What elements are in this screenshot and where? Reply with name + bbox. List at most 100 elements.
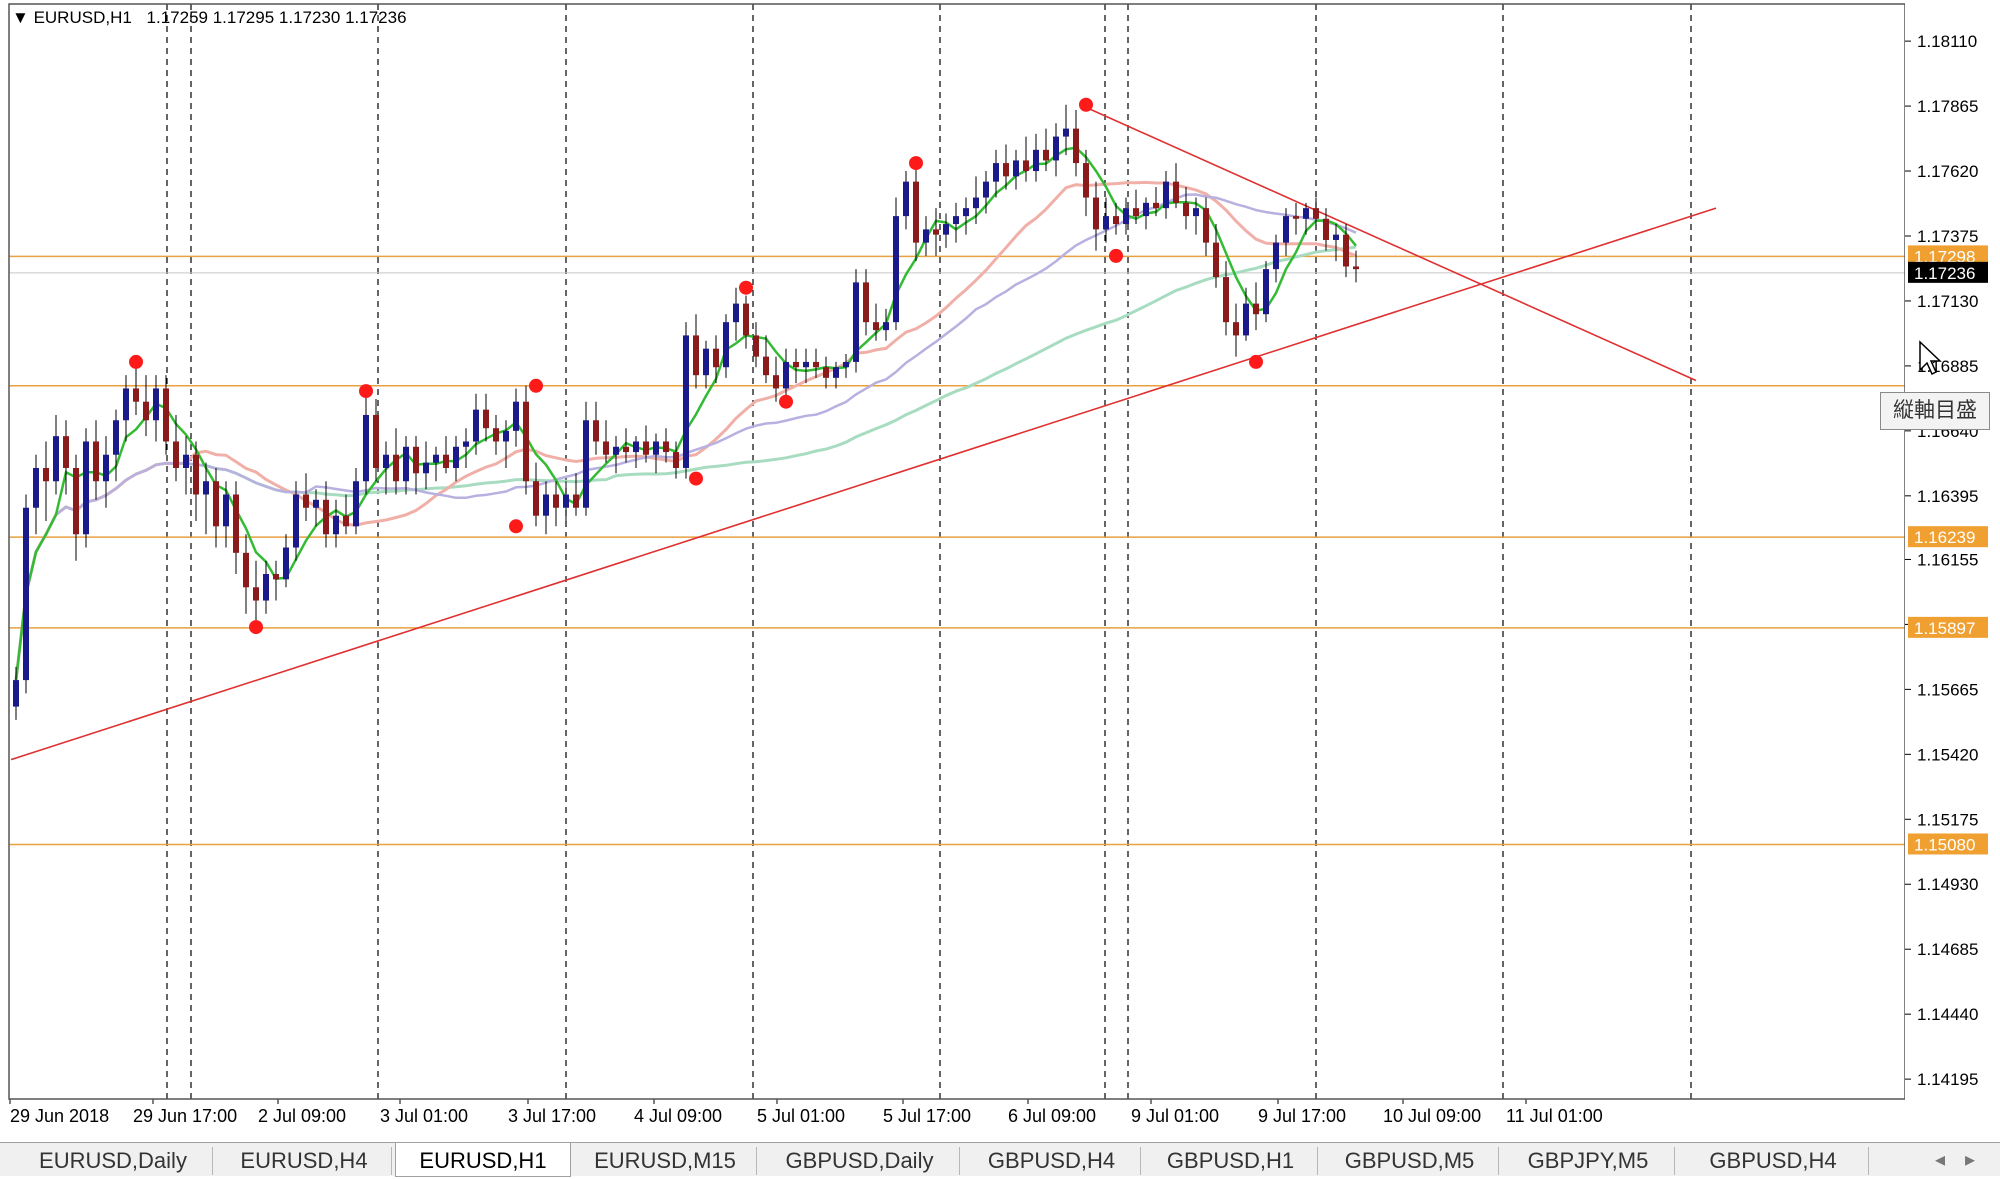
x-tick-label: 9 Jul 17:00 [1258,1106,1346,1126]
scroll-left-icon[interactable]: ◂ [1935,1149,1946,1171]
candle-body [113,420,119,455]
tab-gbpjpy-m5[interactable]: GBPJPY,M5 [1502,1147,1675,1175]
horizontal-levels [9,255,1905,846]
candle-body [953,216,959,225]
candle-body [983,181,989,198]
candle-body [883,322,889,331]
x-tick-label: 6 Jul 09:00 [1008,1106,1096,1126]
tab-eurusd-h1[interactable]: EURUSD,H1 [395,1143,571,1177]
candle-body [23,507,29,681]
candle-body [1123,208,1129,225]
candle-body [1153,202,1159,209]
candle-body [163,388,169,442]
tab-eurusd-daily[interactable]: EURUSD,Daily [14,1147,213,1175]
candle-body [323,499,329,535]
candle-body [1223,277,1229,323]
candle-body [1013,160,1019,177]
candle-body [1233,322,1239,336]
candle-body [813,361,819,368]
candle-body [233,494,239,553]
swing-point-marker [1079,97,1093,112]
tab-eurusd-m15[interactable]: EURUSD,M15 [574,1147,757,1175]
candle-body [33,467,39,508]
candlesticks [13,104,1359,720]
candle-body [993,163,999,182]
candle-body [1053,136,1059,161]
tab-gbpusd-daily[interactable]: GBPUSD,Daily [760,1147,960,1175]
candle-body [443,454,449,468]
candle-body [933,229,939,235]
candle-body [253,587,259,601]
candle-body [833,367,839,378]
candle-body [963,208,969,217]
y-tick-label: 1.17375 [1917,227,1978,246]
x-tick-label: 3 Jul 01:00 [380,1106,468,1126]
scroll-right-icon[interactable]: ▸ [1965,1149,1976,1171]
tab-gbpusd-h4[interactable]: GBPUSD,H4 [963,1147,1141,1175]
candle-body [903,181,909,217]
candle-body [603,441,609,455]
dropdown-triangle-icon[interactable]: ▼ [12,8,29,27]
candle-body [743,303,749,336]
candle-body [13,680,19,707]
candle-body [593,420,599,442]
candle-body [333,515,339,535]
candle-body [213,481,219,527]
swing-point-marker [249,620,263,635]
y-tick-label: 1.16395 [1917,487,1978,506]
candle-body [1183,202,1189,217]
swing-point-marker [359,384,373,399]
swing-point-marker [909,156,923,171]
tab-gbpusd-h1[interactable]: GBPUSD,H1 [1144,1147,1318,1175]
candle-body [463,441,469,447]
candle-body [923,229,929,243]
price-axis[interactable]: 1.181101.178651.176201.173751.171301.168… [1905,0,2000,1137]
candle-body [1293,216,1299,219]
candle-body [1033,149,1039,172]
candle-body [373,414,379,468]
candle-body [1333,234,1339,240]
y-tick-label: 1.14440 [1917,1005,1978,1024]
candle-body [1253,303,1259,315]
candle-body [773,375,779,389]
candle-body [573,494,579,508]
candle-body [723,322,729,368]
level-price-label: 1.16239 [1914,528,1975,547]
candle-body [863,282,869,323]
price-chart[interactable]: 29 Jun 2018 29 Jun 17:00 2 Jul 09:00 3 Jul … [0,0,1905,1137]
tab-gbpusd-h4[interactable]: GBPUSD,H4 [1678,1147,1869,1175]
candle-body [133,388,139,402]
x-tick-label: 10 Jul 09:00 [1383,1106,1481,1126]
swing-markers [129,97,1263,635]
vertical-grid [166,4,1692,1099]
tab-gbpusd-m5[interactable]: GBPUSD,M5 [1321,1147,1499,1175]
candle-body [583,420,589,508]
swing-point-marker [689,471,703,486]
tab-eurusd-h4[interactable]: EURUSD,H4 [217,1147,392,1175]
candle-body [563,494,569,508]
x-tick-label: 29 Jun 17:00 [133,1106,237,1126]
y-tick-label: 1.17865 [1917,97,1978,116]
candle-body [73,467,79,535]
candle-body [1113,216,1119,225]
trendline [10,207,1717,761]
candle-body [1343,234,1349,267]
level-price-box [1908,616,1988,638]
candle-body [493,428,499,442]
candle-body [153,388,159,421]
candle-body [143,401,149,421]
candle-body [1353,266,1359,270]
candle-body [473,409,479,442]
candle-body [53,436,59,482]
candle-body [453,446,459,468]
candle-body [613,446,619,455]
candle-body [363,414,369,482]
candle-body [503,430,509,442]
level-price-box [1908,245,1988,267]
x-tick-label: 11 Jul 01:00 [1506,1106,1603,1126]
y-tick-label: 1.14195 [1917,1070,1978,1089]
swing-point-marker [739,280,753,295]
level-price-label: 1.15080 [1914,835,1975,854]
trendline [1085,106,1697,382]
chart-tab-bar: EURUSD,Daily EURUSD,H4 EURUSD,H1 EURUSD,M15… [0,1142,2000,1177]
